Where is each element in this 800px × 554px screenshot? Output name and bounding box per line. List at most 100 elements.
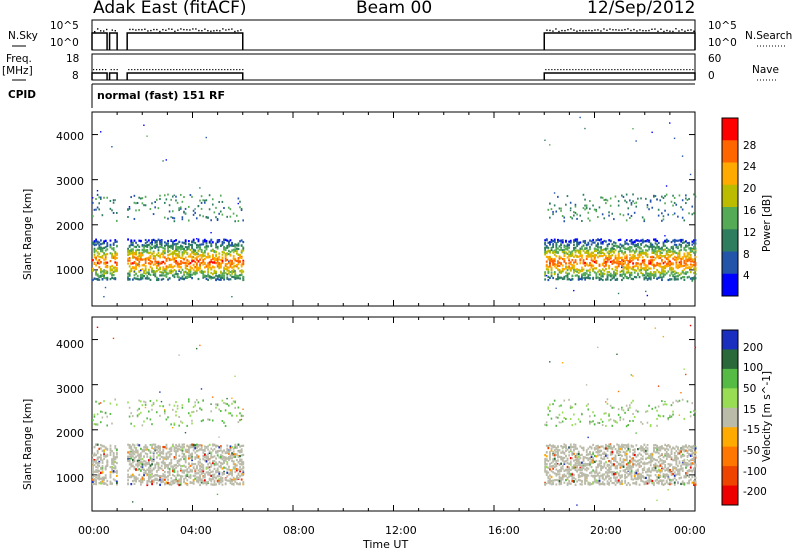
velocity-cell [211, 473, 214, 476]
velocity-cell [231, 482, 233, 486]
power-cell [680, 206, 682, 209]
power-cell [579, 241, 582, 244]
power-cell [673, 278, 676, 281]
power-cell [231, 241, 233, 245]
velocity-cell [93, 482, 96, 485]
power-cell [573, 248, 575, 252]
velocity-cell [561, 474, 564, 477]
velocity-cell [195, 398, 198, 401]
velocity-cell [144, 452, 147, 455]
power-cell [672, 274, 675, 277]
velocity-cell [106, 424, 108, 427]
power-cell [109, 267, 112, 270]
power-cell [176, 201, 179, 204]
power-cell [585, 257, 588, 261]
power-cell [681, 256, 684, 259]
power-cell [661, 246, 663, 249]
velocity-cell [181, 475, 184, 478]
power-cell [92, 215, 94, 218]
velocity-cell [106, 415, 108, 418]
power-cell [194, 253, 197, 256]
velocity-cell [207, 448, 209, 451]
power-cell [181, 247, 184, 251]
velocity-cell [184, 474, 187, 477]
velocity-cell [101, 480, 104, 483]
power-cell [199, 270, 201, 273]
velocity-cell [545, 465, 548, 469]
power-cell [685, 256, 687, 259]
power-cell [659, 256, 662, 260]
velocity-cell [191, 411, 193, 414]
power-cell [170, 264, 173, 267]
power-cell [221, 274, 224, 277]
velocity-cell [571, 424, 574, 427]
nsky-line-dot [219, 30, 221, 32]
power-cell [611, 274, 614, 277]
power-cell [160, 242, 163, 245]
velocity-cell [136, 459, 139, 462]
power-cell [231, 269, 233, 273]
power-cell [109, 269, 112, 272]
power-cell [637, 262, 639, 265]
velocity-cell [103, 449, 105, 452]
velocity-cell [138, 464, 141, 467]
power-cell [104, 261, 107, 264]
velocity-cell [151, 460, 153, 463]
nave-dot [629, 69, 631, 71]
nsky-label: N.Sky [8, 30, 38, 42]
velocity-cell [155, 451, 158, 455]
power-cell [553, 192, 556, 194]
velocity-cell [98, 402, 100, 405]
velocity-cell [157, 468, 160, 471]
velocity-cell [223, 466, 225, 469]
power-cell [151, 241, 153, 244]
power-cell [135, 249, 137, 252]
velocity-cell [141, 479, 144, 483]
power-cell [675, 259, 678, 262]
velocity-cell [229, 457, 232, 460]
velocity-cell [173, 449, 176, 453]
power-cell [163, 267, 166, 271]
power-cell [218, 240, 221, 243]
power-cell [617, 253, 620, 257]
power-cell [191, 251, 193, 254]
power-cell [210, 266, 213, 270]
velocity-cell [147, 449, 150, 452]
velocity-cell [184, 459, 187, 462]
power-cell [98, 258, 101, 262]
power-cell [157, 255, 160, 258]
velocity-cell [155, 456, 158, 459]
nave-dot [584, 69, 586, 71]
velocity-cell [95, 400, 97, 403]
power-cell [672, 194, 674, 197]
velocity-cell [175, 463, 177, 467]
velocity-cell [550, 470, 553, 473]
power-cell [95, 273, 97, 276]
velocity-cell [136, 409, 139, 412]
power-cell [577, 278, 580, 281]
velocity-cell [133, 453, 136, 456]
power-cell [552, 210, 554, 213]
power-cell [624, 250, 627, 254]
power-cell [689, 263, 692, 266]
power-cell [688, 241, 691, 245]
velocity-cell [168, 453, 171, 456]
power-cell [678, 251, 681, 254]
velocity-cell [550, 447, 553, 450]
power-cell [661, 195, 663, 198]
power-cell [667, 259, 670, 262]
velocity-colorbar-frame [721, 329, 739, 506]
power-cell [136, 274, 139, 278]
nsky-line-dot [135, 29, 137, 31]
velocity-cell [152, 447, 155, 450]
velocity-cell [128, 467, 131, 470]
power-cell [219, 277, 222, 280]
power-cell [670, 250, 673, 253]
power-cell [550, 260, 553, 263]
power-cell [218, 239, 221, 242]
power-cell [664, 266, 667, 270]
power-cell [664, 248, 667, 251]
power-cell [175, 248, 177, 251]
velocity-cell [561, 478, 564, 481]
velocity-cell [195, 465, 198, 468]
